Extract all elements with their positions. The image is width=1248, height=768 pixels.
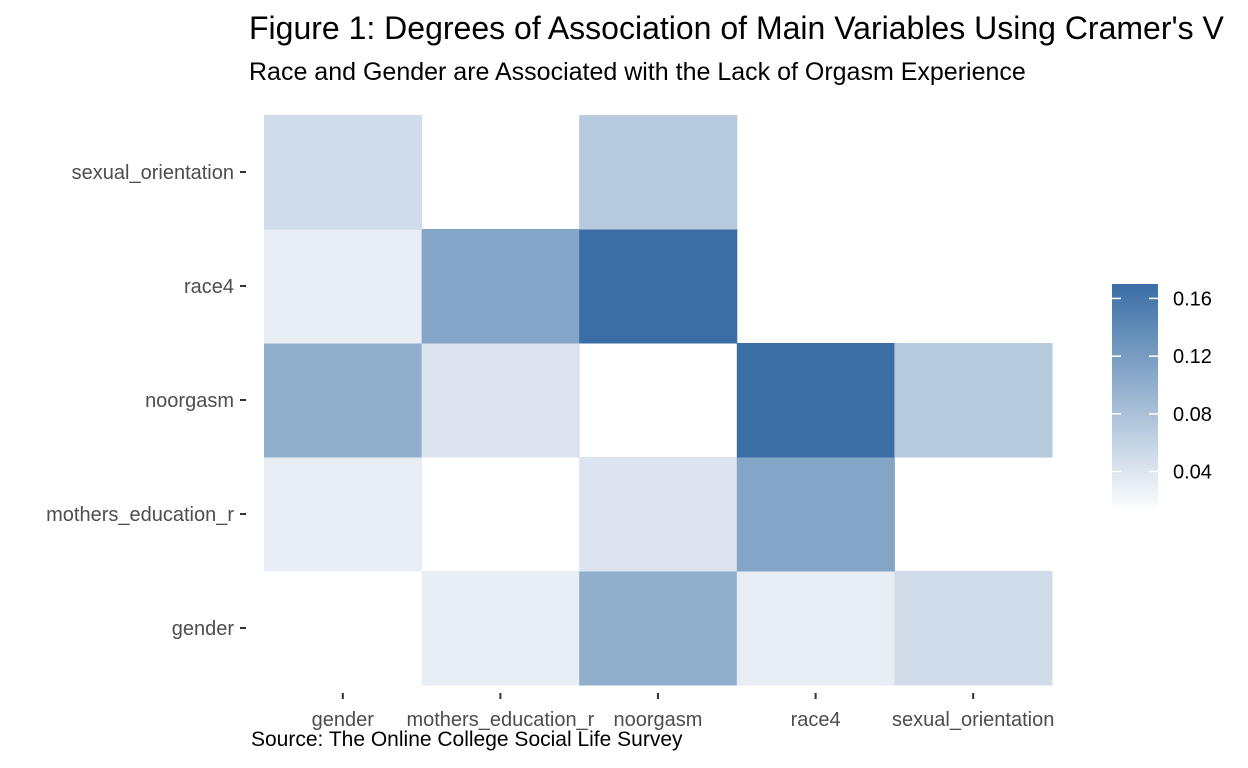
x-tick-label: race4 (791, 709, 841, 731)
x-tick-label: mothers_education_r (406, 709, 594, 731)
color-legend: 0.04 0.08 0.12 0.16 (1112, 284, 1212, 512)
y-tick-label: mothers_education_r (46, 504, 234, 526)
heatmap-cell (894, 571, 1053, 686)
heatmap-cell (264, 229, 423, 344)
heatmap-cell (421, 571, 580, 686)
chart-subtitle: Race and Gender are Associated with the … (249, 58, 1026, 86)
chart-caption: Source: The Online College Social Life S… (251, 728, 683, 751)
heatmap-cell (736, 343, 895, 458)
heatmap-cell (421, 343, 580, 458)
heatmap-cell (736, 457, 895, 572)
y-axis: gender mothers_education_r noorgasm race4 se… (46, 162, 246, 640)
legend-tick-label: 0.08 (1173, 404, 1212, 426)
y-tick-label: gender (172, 618, 235, 640)
y-tick-label: noorgasm (145, 390, 234, 412)
heatmap-cell (421, 229, 580, 344)
legend-colorbar (1112, 284, 1158, 512)
y-tick-label: sexual_orientation (72, 162, 234, 184)
legend-tick-label: 0.16 (1173, 288, 1212, 310)
legend-tick-label: 0.12 (1173, 346, 1212, 368)
heatmap-cell (264, 115, 423, 230)
legend-tick-label: 0.04 (1173, 462, 1212, 484)
heatmap-cell (579, 229, 738, 344)
heatmap-cell (264, 457, 423, 572)
heatmap-cell (894, 343, 1053, 458)
chart-title: Figure 1: Degrees of Association of Main… (249, 10, 1224, 46)
heatmap-cell (579, 571, 738, 686)
x-axis: gender mothers_education_r noorgasm race4 se… (312, 693, 1054, 731)
heatmap-cells (264, 115, 1053, 686)
heatmap-cell (736, 571, 895, 686)
x-tick-label: noorgasm (614, 709, 703, 731)
heatmap-cell (264, 343, 423, 458)
y-tick-label: race4 (184, 276, 234, 298)
x-tick-label: gender (312, 709, 375, 731)
x-tick-label: sexual_orientation (892, 709, 1054, 731)
heatmap-cell (579, 115, 738, 230)
heatmap-cell (579, 457, 738, 572)
